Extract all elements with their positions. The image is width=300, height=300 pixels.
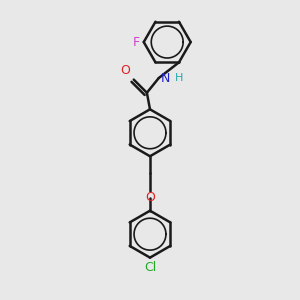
Text: O: O (121, 64, 130, 77)
Text: Cl: Cl (144, 261, 156, 274)
Text: F: F (133, 36, 140, 49)
Text: N: N (160, 71, 170, 85)
Text: H: H (175, 73, 183, 83)
Text: O: O (145, 191, 155, 204)
